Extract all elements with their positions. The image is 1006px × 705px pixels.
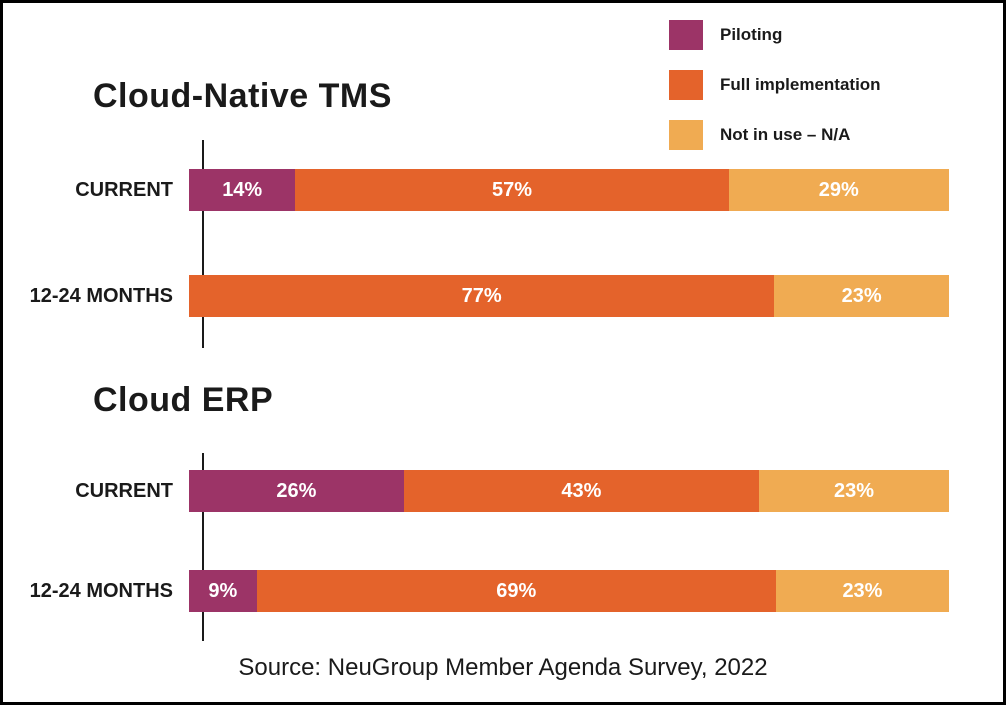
legend-item-piloting: Piloting xyxy=(669,20,881,50)
bar-row-current: CURRENT 14% 57% 29% xyxy=(23,169,965,211)
bar-segment-not-in-use-n-a: 29% xyxy=(728,169,950,211)
y-axis-line xyxy=(202,140,204,348)
category-label: CURRENT xyxy=(75,178,173,201)
bar-segment-piloting: 14% xyxy=(189,169,296,211)
source-caption: Source: NeuGroup Member Agenda Survey, 2… xyxy=(238,654,768,681)
bar-rows: CURRENT 26% 43% 23% 12-24 MONTHS 9% 69% 23% xyxy=(23,470,965,670)
bar-segment-piloting: 26% xyxy=(189,470,404,512)
bar-segment-full-implementation: 77% xyxy=(189,275,775,317)
bar-segment-piloting: 9% xyxy=(189,570,257,612)
bar-row-current: CURRENT 26% 43% 23% xyxy=(23,470,965,512)
stacked-bar: 14% 57% 29% xyxy=(189,169,950,211)
bar-segment-full-implementation: 57% xyxy=(295,169,729,211)
y-axis-line xyxy=(202,453,204,641)
legend-label: Full implementation xyxy=(720,75,881,94)
legend-item-full-implementation: Full implementation xyxy=(669,70,881,100)
bar-segment-not-in-use-n-a: 23% xyxy=(775,570,949,612)
legend: Piloting Full implementation Not in use – … xyxy=(669,20,881,170)
category-label: 12-24 MONTHS xyxy=(29,579,173,602)
legend-swatch-piloting xyxy=(669,20,703,50)
legend-swatch-not-in-use-n-a xyxy=(669,120,703,150)
chart-title-cloud-erp: Cloud ERP xyxy=(93,381,274,419)
bar-segment-not-in-use-n-a: 23% xyxy=(774,275,949,317)
bar-rows: CURRENT 14% 57% 29% 12-24 MONTHS 77% 23% xyxy=(23,169,965,381)
bar-segment-full-implementation: 43% xyxy=(403,470,759,512)
legend-swatch-full-implementation xyxy=(669,70,703,100)
legend-label: Piloting xyxy=(720,25,783,44)
stacked-bar: 9% 69% 23% xyxy=(189,570,949,612)
stacked-bar: 26% 43% 23% xyxy=(189,470,949,512)
legend-label: Not in use – N/A xyxy=(720,125,851,144)
legend-item-not-in-use-n-a: Not in use – N/A xyxy=(669,120,881,150)
category-label: 12-24 MONTHS xyxy=(29,284,173,307)
category-label: CURRENT xyxy=(75,479,173,502)
stacked-bar: 77% 23% xyxy=(189,275,949,317)
bar-segment-full-implementation: 69% xyxy=(256,570,776,612)
bar-row-12-24-months: 12-24 MONTHS 9% 69% 23% xyxy=(23,570,965,612)
chart-title-cloud-native-tms: Cloud-Native TMS xyxy=(93,77,392,115)
bar-row-12-24-months: 12-24 MONTHS 77% 23% xyxy=(23,275,965,317)
bar-segment-not-in-use-n-a: 23% xyxy=(759,470,949,512)
